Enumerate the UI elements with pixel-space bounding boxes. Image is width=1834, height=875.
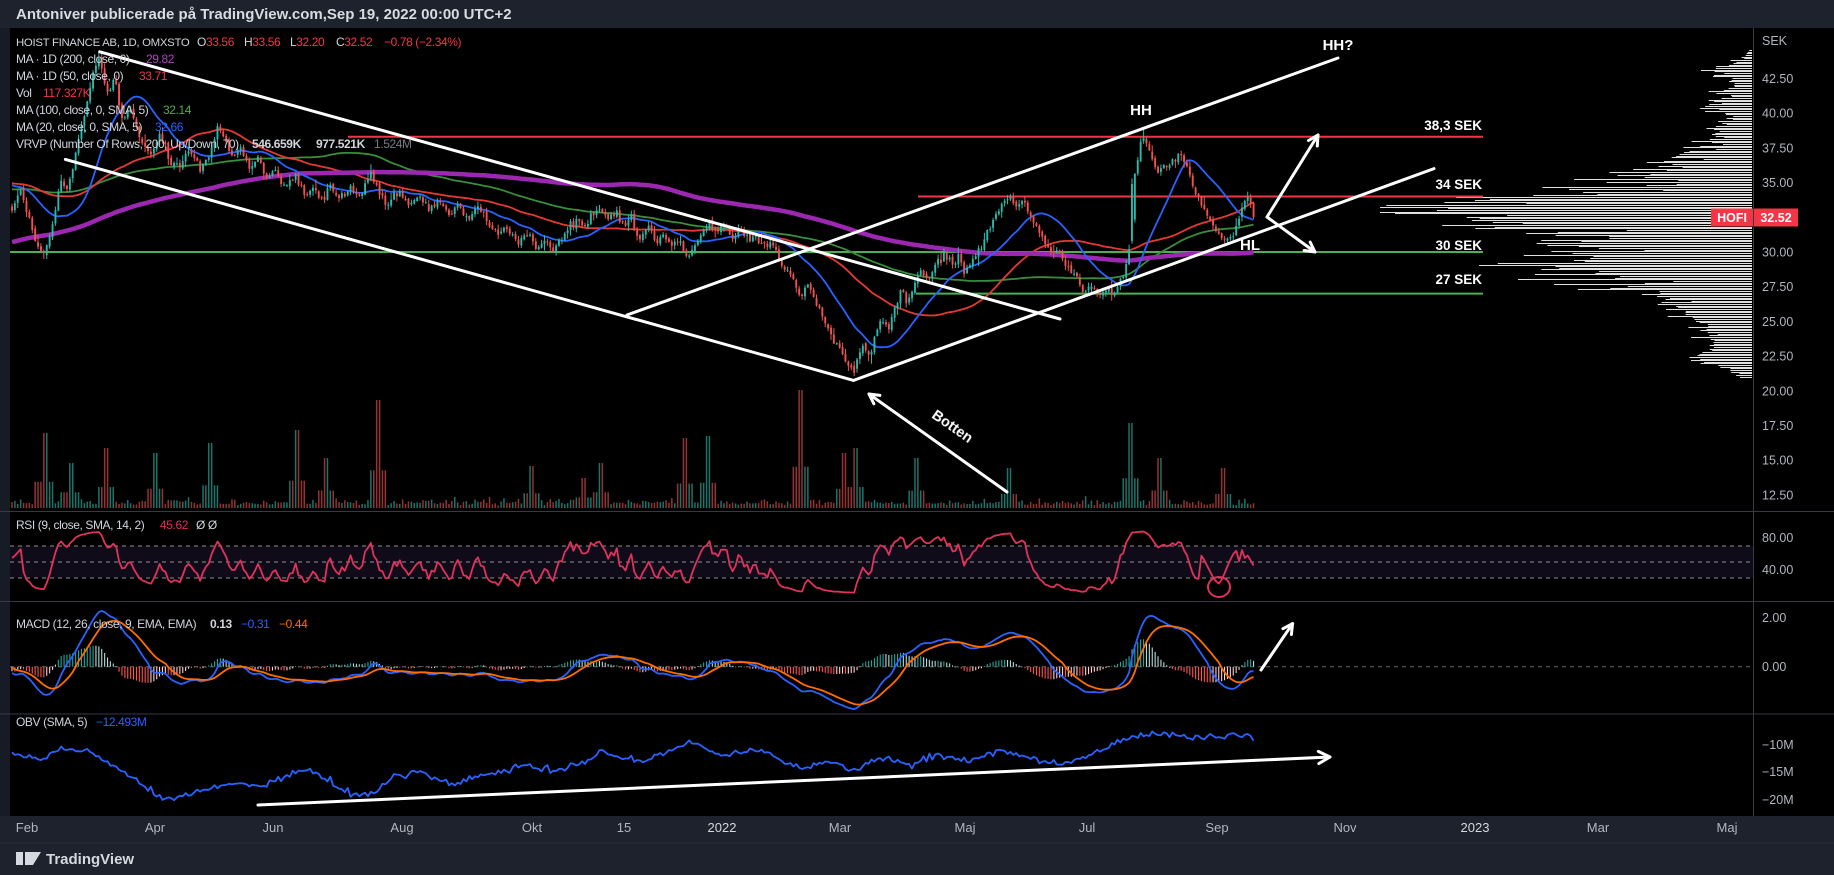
svg-text:Maj: Maj — [955, 820, 976, 835]
svg-text:38,3 SEK: 38,3 SEK — [1424, 118, 1482, 133]
svg-text:29.82: 29.82 — [146, 52, 175, 66]
svg-text:2.00: 2.00 — [1762, 611, 1786, 625]
svg-text:Jun: Jun — [263, 820, 284, 835]
svg-text:2022: 2022 — [708, 820, 737, 835]
svg-text:2023: 2023 — [1461, 820, 1490, 835]
svg-text:−15M: −15M — [1762, 765, 1794, 779]
svg-text:80.00: 80.00 — [1762, 531, 1793, 545]
svg-text:Okt: Okt — [522, 820, 543, 835]
svg-text:30 SEK: 30 SEK — [1435, 238, 1482, 253]
svg-text:34 SEK: 34 SEK — [1435, 177, 1482, 192]
svg-text:Vol: Vol — [16, 86, 31, 100]
svg-text:HOIST FINANCE AB, 1D, OMXSTO: HOIST FINANCE AB, 1D, OMXSTO — [16, 37, 190, 49]
svg-text:Apr: Apr — [145, 820, 166, 835]
svg-text:32.14: 32.14 — [163, 103, 192, 117]
svg-text:C32.52: C32.52 — [336, 35, 373, 49]
svg-text:OBV (SMA, 5): OBV (SMA, 5) — [16, 715, 88, 729]
svg-text:40.00: 40.00 — [1762, 107, 1793, 121]
svg-text:Maj: Maj — [1717, 820, 1738, 835]
svg-text:37.50: 37.50 — [1762, 141, 1793, 155]
svg-text:Mar: Mar — [1587, 820, 1610, 835]
svg-text:−0.31: −0.31 — [241, 617, 270, 631]
svg-text:MA (20, close, 0, SMA, 5): MA (20, close, 0, SMA, 5) — [16, 120, 142, 134]
svg-text:Antoniver publicerade på Tradi: Antoniver publicerade på TradingView.com… — [16, 6, 512, 23]
svg-text:22.50: 22.50 — [1762, 350, 1793, 364]
svg-text:32.52: 32.52 — [1760, 211, 1791, 225]
svg-text:35.00: 35.00 — [1762, 176, 1793, 190]
svg-text:15: 15 — [617, 820, 631, 835]
svg-text:0.00: 0.00 — [1762, 660, 1786, 674]
svg-text:Sep: Sep — [1205, 820, 1228, 835]
svg-text:MA · 1D (50, close, 0): MA · 1D (50, close, 0) — [16, 69, 124, 83]
svg-text:Jul: Jul — [1079, 820, 1096, 835]
svg-text:L32.20: L32.20 — [290, 35, 325, 49]
svg-text:HL: HL — [1240, 237, 1260, 254]
svg-text:O33.56: O33.56 — [197, 35, 235, 49]
svg-text:TradingView: TradingView — [46, 851, 134, 868]
svg-text:MA (100, close, 0, SMA, 5): MA (100, close, 0, SMA, 5) — [16, 103, 149, 117]
svg-text:−20M: −20M — [1762, 793, 1794, 807]
svg-text:27.50: 27.50 — [1762, 280, 1793, 294]
svg-text:546.659K: 546.659K — [252, 137, 302, 151]
svg-text:33.71: 33.71 — [139, 69, 168, 83]
svg-text:Ø Ø: Ø Ø — [196, 518, 217, 532]
svg-text:HH: HH — [1130, 102, 1152, 119]
svg-text:30.00: 30.00 — [1762, 246, 1793, 260]
svg-text:1.524M: 1.524M — [374, 137, 412, 151]
svg-text:−0.44: −0.44 — [279, 617, 308, 631]
svg-text:0.13: 0.13 — [210, 617, 232, 631]
svg-text:25.00: 25.00 — [1762, 315, 1793, 329]
svg-text:MACD (12, 26, close, 9, EMA, E: MACD (12, 26, close, 9, EMA, EMA) — [16, 617, 197, 631]
svg-text:MA · 1D (200, close, 0): MA · 1D (200, close, 0) — [16, 52, 130, 66]
svg-text:12.50: 12.50 — [1762, 488, 1793, 502]
svg-text:45.62: 45.62 — [160, 518, 189, 532]
svg-text:HH?: HH? — [1323, 37, 1354, 54]
svg-text:Feb: Feb — [16, 820, 38, 835]
svg-text:RSI (9, close, SMA, 14, 2): RSI (9, close, SMA, 14, 2) — [16, 518, 145, 532]
svg-text:15.00: 15.00 — [1762, 454, 1793, 468]
svg-text:−0.78 (−2.34%): −0.78 (−2.34%) — [384, 35, 462, 49]
svg-text:SEK: SEK — [1762, 34, 1788, 48]
svg-text:117.327K: 117.327K — [43, 86, 91, 100]
svg-text:H33.56: H33.56 — [244, 35, 281, 49]
svg-text:Mar: Mar — [829, 820, 852, 835]
svg-text:HOFI: HOFI — [1717, 211, 1747, 225]
svg-text:40.00: 40.00 — [1762, 563, 1793, 577]
svg-text:−12.493M: −12.493M — [96, 715, 147, 729]
svg-text:Nov: Nov — [1333, 820, 1357, 835]
svg-text:977.521K: 977.521K — [316, 137, 366, 151]
svg-text:17.50: 17.50 — [1762, 419, 1793, 433]
svg-text:VRVP (Number Of Rows, 200, Up/: VRVP (Number Of Rows, 200, Up/Down, 70) — [16, 137, 239, 151]
svg-text:42.50: 42.50 — [1762, 72, 1793, 86]
svg-text:32.66: 32.66 — [155, 120, 184, 134]
svg-text:−10M: −10M — [1762, 738, 1794, 752]
svg-text:27 SEK: 27 SEK — [1435, 272, 1482, 287]
svg-text:Aug: Aug — [390, 820, 413, 835]
svg-text:20.00: 20.00 — [1762, 384, 1793, 398]
